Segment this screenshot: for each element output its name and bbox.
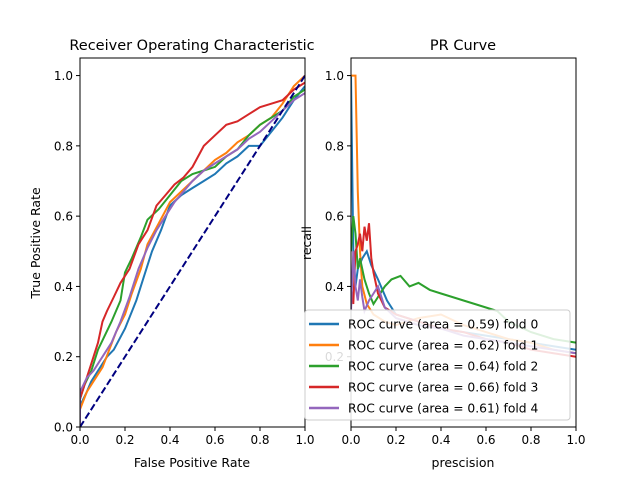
legend-entry-4: ROC curve (area = 0.61) fold 4 — [348, 402, 538, 416]
pr-xtick-label: 0.0 — [341, 433, 360, 447]
roc-ytick-label: 1.0 — [54, 69, 73, 83]
pr-xlabel: prescision — [432, 455, 495, 470]
roc-xtick-label: 0.6 — [205, 433, 224, 447]
legend: ROC curve (area = 0.59) fold 0 ROC curve … — [304, 309, 571, 421]
pr-xtick-label: 0.2 — [386, 433, 405, 447]
roc-axes: 0.0 0.2 0.4 0.6 0.8 1.0 0.0 0.2 0.4 0.6 0.8 1.0 — [54, 57, 315, 447]
pr-title: PR Curve — [430, 38, 496, 54]
pr-axes-frame — [350, 57, 577, 428]
legend-entry-1: ROC curve (area = 0.62) fold 1 — [348, 339, 538, 353]
roc-series-line-2 — [80, 88, 305, 427]
pr-xtick-label: 0.8 — [521, 433, 540, 447]
roc-series-group — [80, 74, 305, 427]
pr-ytick-label: 0.8 — [325, 139, 344, 153]
roc-xtick-label: 1.0 — [295, 433, 314, 447]
roc-xlabel: False Positive Rate — [134, 455, 250, 470]
legend-entry-3: ROC curve (area = 0.66) fold 3 — [348, 381, 538, 395]
roc-xtick-label: 0.0 — [70, 433, 89, 447]
roc-series-line-4 — [80, 92, 305, 427]
pr-ytick-label: 0.6 — [325, 210, 344, 224]
pr-ytick-label: 1.0 — [325, 69, 344, 83]
roc-ytick-label: 0.2 — [54, 350, 73, 364]
legend-box — [304, 309, 571, 421]
roc-xtick-label: 0.4 — [160, 433, 179, 447]
roc-ytick-label: 0.8 — [54, 139, 73, 153]
pr-xtick-label: 1.0 — [566, 433, 585, 447]
roc-ytick-label: 0.4 — [54, 280, 73, 294]
roc-ytick-label: 0.6 — [54, 210, 73, 224]
pr-ytick-label: 0.4 — [325, 280, 344, 294]
legend-entry-2: ROC curve (area = 0.64) fold 2 — [348, 360, 538, 374]
roc-axes-frame — [79, 57, 306, 428]
roc-ylabel: True Positive Rate — [28, 187, 43, 300]
pr-xtick-label: 0.6 — [476, 433, 495, 447]
roc-ytick-label: 0.0 — [54, 421, 73, 435]
roc-xtick-label: 0.2 — [115, 433, 134, 447]
roc-xtick-label: 0.8 — [250, 433, 269, 447]
roc-series-line-3 — [80, 81, 305, 427]
pr-xtick-label: 0.4 — [431, 433, 450, 447]
pr-ylabel: recall — [299, 226, 314, 260]
legend-entry-0: ROC curve (area = 0.59) fold 0 — [348, 318, 538, 332]
roc-title: Receiver Operating Characteristic — [69, 38, 314, 54]
